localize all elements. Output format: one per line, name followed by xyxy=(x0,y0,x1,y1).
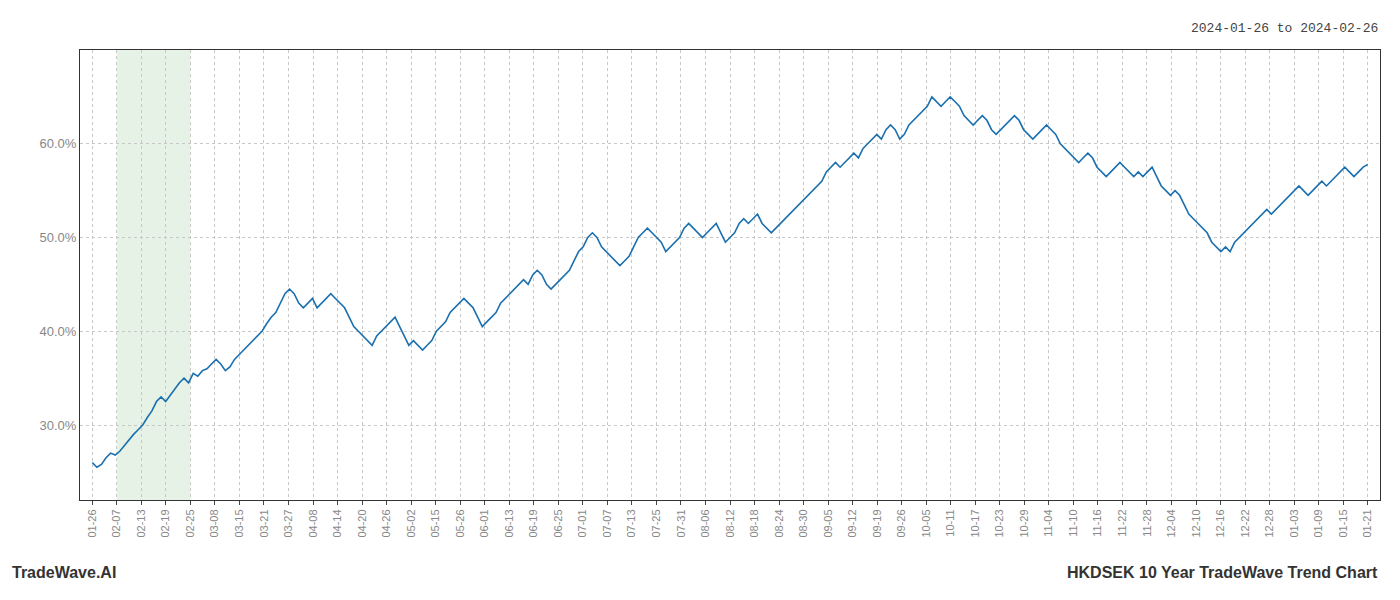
svg-text:07-01: 07-01 xyxy=(576,509,588,537)
svg-text:11-28: 11-28 xyxy=(1141,509,1153,536)
svg-text:09-26: 09-26 xyxy=(895,509,907,537)
svg-text:07-25: 07-25 xyxy=(650,509,662,537)
svg-text:02-07: 02-07 xyxy=(110,509,122,537)
svg-text:01-21: 01-21 xyxy=(1361,509,1373,537)
svg-text:12-28: 12-28 xyxy=(1263,509,1275,537)
svg-text:03-21: 03-21 xyxy=(258,509,270,537)
svg-text:05-15: 05-15 xyxy=(429,509,441,537)
svg-text:TradeWave.AI: TradeWave.AI xyxy=(12,564,116,581)
svg-text:03-27: 03-27 xyxy=(282,509,294,537)
svg-text:12-04: 12-04 xyxy=(1165,509,1177,537)
svg-text:08-30: 08-30 xyxy=(797,509,809,537)
svg-text:03-15: 03-15 xyxy=(233,509,245,537)
svg-text:02-19: 02-19 xyxy=(159,509,171,537)
svg-text:08-06: 08-06 xyxy=(699,509,711,537)
svg-text:01-03: 01-03 xyxy=(1288,509,1300,537)
svg-text:10-11: 10-11 xyxy=(944,509,956,536)
svg-text:05-02: 05-02 xyxy=(405,509,417,537)
svg-text:07-07: 07-07 xyxy=(601,509,613,537)
svg-text:09-12: 09-12 xyxy=(846,509,858,537)
svg-text:01-09: 01-09 xyxy=(1312,509,1324,537)
svg-text:02-13: 02-13 xyxy=(135,509,147,537)
svg-text:30.0%: 30.0% xyxy=(40,418,77,433)
svg-text:12-10: 12-10 xyxy=(1190,509,1202,537)
svg-text:40.0%: 40.0% xyxy=(40,324,77,339)
svg-text:11-22: 11-22 xyxy=(1116,509,1128,536)
svg-text:04-14: 04-14 xyxy=(331,509,343,537)
svg-text:11-16: 11-16 xyxy=(1091,509,1103,536)
svg-text:07-13: 07-13 xyxy=(625,509,637,537)
svg-text:08-24: 08-24 xyxy=(773,509,785,537)
svg-text:2024-01-26 to 2024-02-26: 2024-01-26 to 2024-02-26 xyxy=(1191,21,1378,36)
svg-text:08-12: 08-12 xyxy=(724,509,736,537)
svg-text:06-25: 06-25 xyxy=(552,509,564,537)
svg-text:10-23: 10-23 xyxy=(993,509,1005,537)
svg-text:10-17: 10-17 xyxy=(969,509,981,537)
svg-text:04-20: 04-20 xyxy=(356,509,368,537)
svg-text:06-13: 06-13 xyxy=(503,509,515,537)
svg-text:10-29: 10-29 xyxy=(1018,509,1030,537)
svg-text:04-08: 04-08 xyxy=(307,509,319,537)
svg-text:05-26: 05-26 xyxy=(454,509,466,537)
svg-text:02-25: 02-25 xyxy=(184,509,196,537)
svg-text:07-31: 07-31 xyxy=(675,509,687,537)
svg-text:11-10: 11-10 xyxy=(1067,509,1079,536)
svg-text:12-22: 12-22 xyxy=(1239,509,1251,537)
svg-text:06-01: 06-01 xyxy=(478,509,490,537)
svg-text:08-18: 08-18 xyxy=(748,509,760,537)
svg-text:60.0%: 60.0% xyxy=(40,136,77,151)
svg-text:12-16: 12-16 xyxy=(1214,509,1226,537)
svg-text:11-04: 11-04 xyxy=(1042,509,1054,536)
svg-text:09-05: 09-05 xyxy=(822,509,834,537)
svg-text:06-19: 06-19 xyxy=(527,509,539,537)
svg-text:03-08: 03-08 xyxy=(208,509,220,537)
svg-text:10-05: 10-05 xyxy=(920,509,932,537)
svg-text:04-26: 04-26 xyxy=(380,509,392,537)
svg-text:50.0%: 50.0% xyxy=(40,230,77,245)
svg-text:01-15: 01-15 xyxy=(1337,509,1349,537)
svg-text:09-19: 09-19 xyxy=(871,509,883,537)
svg-text:HKDSEK 10 Year TradeWave Trend: HKDSEK 10 Year TradeWave Trend Chart xyxy=(1067,564,1378,581)
svg-text:01-26: 01-26 xyxy=(86,509,98,537)
